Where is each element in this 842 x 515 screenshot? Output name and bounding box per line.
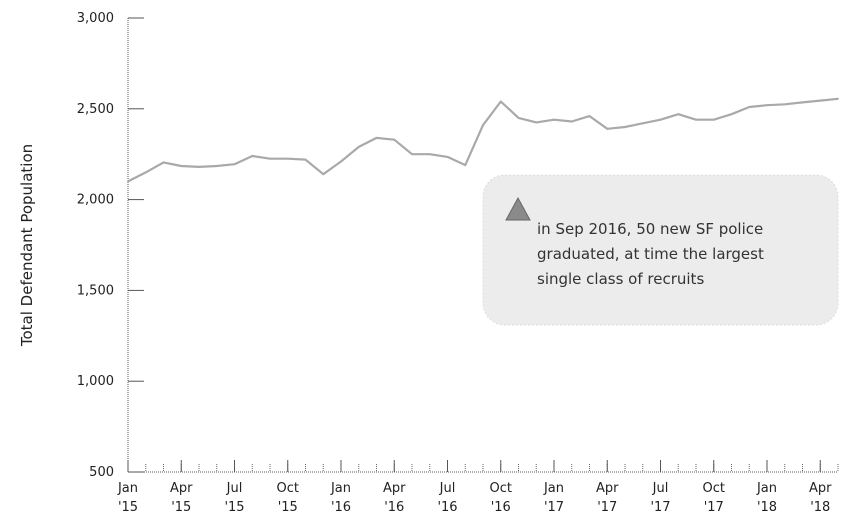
x-tick-label-month: Jan <box>756 481 777 496</box>
data-point <box>340 160 342 163</box>
data-point <box>535 121 538 124</box>
data-point <box>695 118 697 121</box>
data-point <box>606 127 609 130</box>
data-point <box>286 157 289 160</box>
series-line <box>127 97 839 183</box>
x-tick-label-year: '18 <box>757 500 777 515</box>
annotation-line-1: in Sep 2016, 50 new SF police <box>537 220 763 238</box>
data-point <box>482 124 484 127</box>
data-point <box>588 115 591 117</box>
triangle-marker-icon <box>505 196 531 221</box>
data-point <box>553 118 555 121</box>
x-tick-label-year: '16 <box>491 500 511 515</box>
data-point <box>162 161 165 164</box>
x-tick-label-month: Apr <box>383 481 406 496</box>
data-point <box>127 180 129 183</box>
x-tick-label-month: Jan <box>330 481 351 496</box>
data-point <box>712 118 715 121</box>
annotation-line-3: single class of recruits <box>537 270 704 288</box>
y-tick-label: 500 <box>89 465 114 480</box>
data-point <box>411 153 413 156</box>
x-axis: Jan '15 Apr '15 Jul '15 Oct '15 Jan '16 Apr '16 Jul '… <box>117 460 839 515</box>
x-tick-label-year: '18 <box>810 500 830 515</box>
y-tick-label: 2,500 <box>77 102 114 117</box>
data-point <box>837 97 839 100</box>
y-tick-label: 1,500 <box>77 283 114 298</box>
x-tick-label-year: '15 <box>278 500 298 515</box>
x-tick-label-year: '17 <box>704 500 724 515</box>
data-point <box>144 171 147 174</box>
series-layer <box>127 97 839 183</box>
x-tick-label-month: Jan <box>117 481 138 496</box>
data-point <box>357 146 360 148</box>
data-point <box>304 158 307 161</box>
x-tick-label-month: Apr <box>170 481 193 496</box>
y-tick-label: 2,000 <box>77 193 114 208</box>
x-tick-label-month: Jan <box>543 481 564 496</box>
x-tick-label-month: Jul <box>652 481 669 496</box>
y-tick-label: 1,000 <box>77 374 114 389</box>
x-tick-label-month: Jul <box>439 481 456 496</box>
data-point <box>198 166 200 168</box>
data-point <box>180 165 183 167</box>
data-point <box>641 122 644 125</box>
y-axis-label: Total Defendant Population <box>18 144 36 347</box>
data-point <box>766 104 768 107</box>
data-point <box>730 113 733 116</box>
data-point <box>499 100 502 103</box>
data-point <box>677 113 680 116</box>
data-point <box>393 138 396 141</box>
data-point <box>819 99 822 102</box>
data-point <box>215 165 218 167</box>
data-point <box>517 116 520 119</box>
x-tick-label-month: Apr <box>809 481 832 496</box>
x-tick-label-year: '15 <box>171 500 191 515</box>
x-tick-label-month: Apr <box>596 481 619 496</box>
data-point <box>570 120 573 123</box>
x-tick-label-year: '17 <box>597 500 617 515</box>
data-point <box>801 101 804 104</box>
data-point <box>783 103 786 106</box>
x-tick-label-month: Oct <box>490 481 512 496</box>
x-tick-label-year: '17 <box>544 500 564 515</box>
x-tick-label-year: '15 <box>118 500 138 515</box>
data-point <box>322 173 325 176</box>
x-tick-label-year: '16 <box>384 500 404 515</box>
annotation-box <box>482 174 839 326</box>
data-point <box>251 155 254 157</box>
data-point <box>375 136 378 139</box>
annotation-line-2: graduated, at time the largest <box>537 245 764 263</box>
x-tick-label-year: '16 <box>331 500 351 515</box>
data-point <box>748 106 751 108</box>
data-point <box>269 157 271 160</box>
x-tick-label-year: '16 <box>437 500 457 515</box>
data-point <box>428 153 431 156</box>
x-tick-label-month: Jul <box>226 481 243 496</box>
x-tick-label-year: '17 <box>650 500 670 515</box>
x-tick-label-year: '15 <box>224 500 244 515</box>
data-point <box>659 118 662 121</box>
y-axis: 500 1,000 1,500 2,000 2,500 3,000 <box>77 11 144 480</box>
y-tick-label: 3,000 <box>77 11 114 26</box>
data-point <box>233 163 236 166</box>
data-point <box>446 156 449 158</box>
x-tick-label-month: Oct <box>277 481 299 496</box>
x-tick-label-month: Oct <box>703 481 725 496</box>
data-point <box>464 164 467 166</box>
annotation-callout: in Sep 2016, 50 new SF police graduated,… <box>482 174 839 326</box>
data-point <box>624 126 626 128</box>
